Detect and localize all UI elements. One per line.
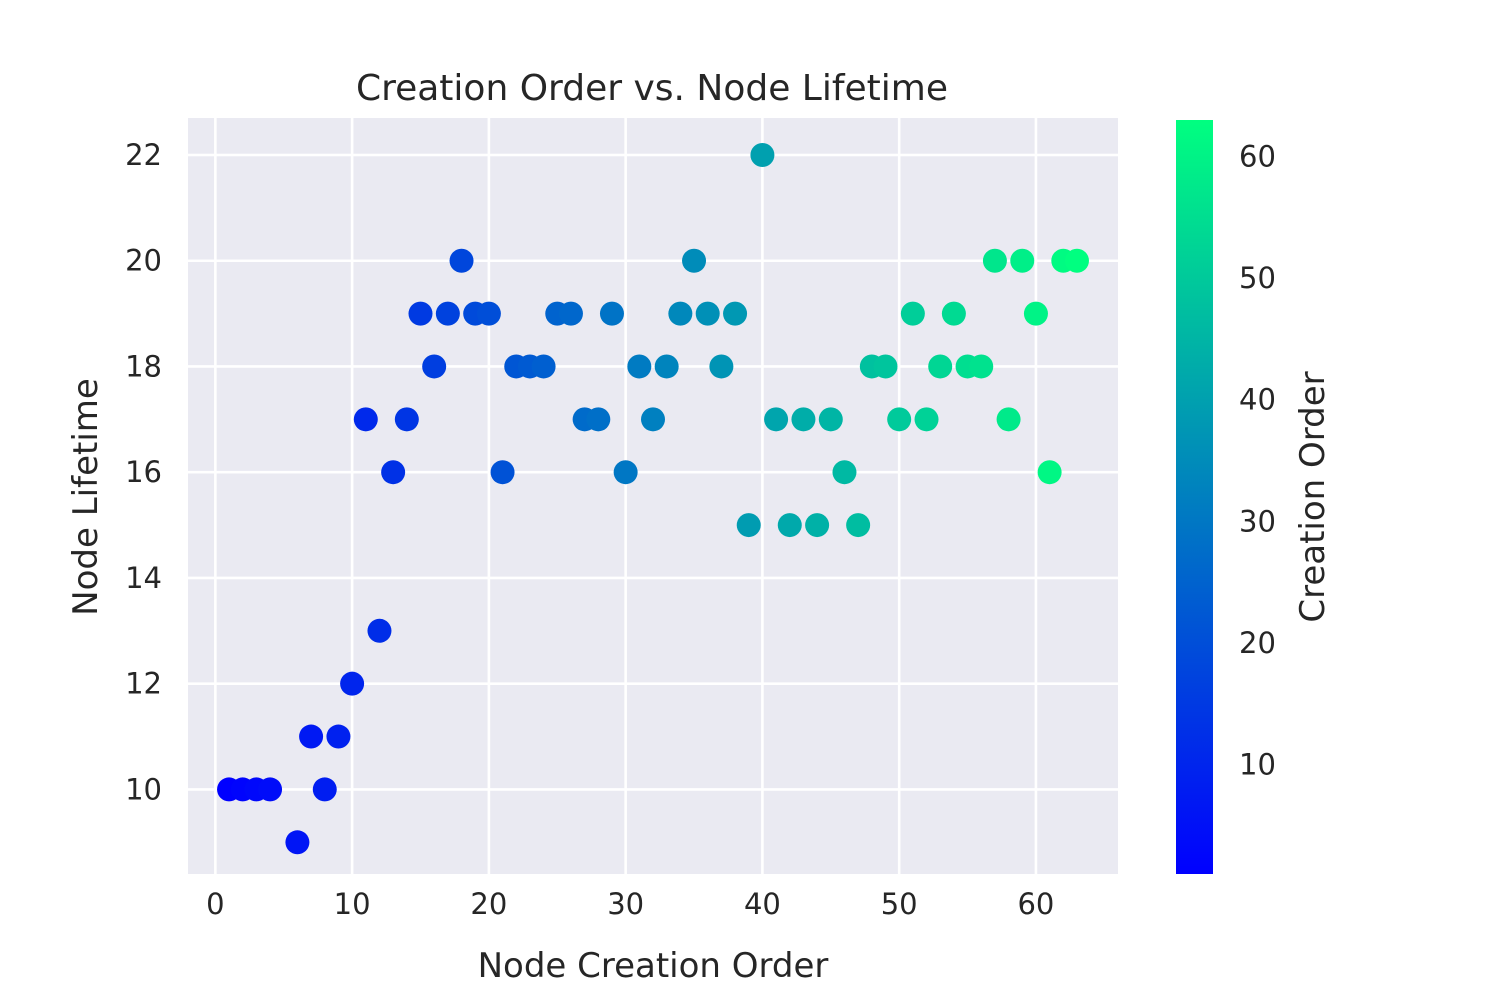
colorbar bbox=[1176, 120, 1213, 874]
data-point bbox=[1064, 248, 1089, 273]
data-point bbox=[969, 354, 994, 379]
data-point bbox=[299, 724, 324, 749]
x-tick-label: 10 bbox=[334, 887, 371, 921]
data-point bbox=[982, 248, 1007, 273]
data-point bbox=[1023, 301, 1048, 326]
y-tick-label: 20 bbox=[125, 244, 162, 278]
y-tick-label: 16 bbox=[125, 455, 162, 489]
colorbar-tick-label: 30 bbox=[1239, 504, 1276, 538]
data-point bbox=[408, 301, 433, 326]
x-tick-label: 50 bbox=[881, 887, 918, 921]
colorbar-tick-label: 10 bbox=[1239, 748, 1276, 782]
data-point bbox=[340, 671, 365, 696]
colorbar-tick-label: 20 bbox=[1239, 626, 1276, 660]
data-point bbox=[476, 301, 501, 326]
y-tick-label: 18 bbox=[125, 349, 162, 383]
data-point bbox=[832, 460, 857, 485]
data-point bbox=[736, 513, 761, 538]
x-tick-label: 60 bbox=[1017, 887, 1054, 921]
y-axis-ticks: 10 12 14 16 18 20 22 bbox=[125, 138, 162, 806]
data-point bbox=[654, 354, 679, 379]
data-point bbox=[613, 460, 638, 485]
plot-area bbox=[188, 118, 1118, 874]
data-point bbox=[1010, 248, 1035, 273]
data-point bbox=[900, 301, 925, 326]
data-point bbox=[996, 407, 1021, 432]
data-point bbox=[449, 248, 474, 273]
data-point bbox=[422, 354, 447, 379]
colorbar-tick-label: 60 bbox=[1239, 139, 1276, 173]
data-point bbox=[846, 513, 871, 538]
data-point bbox=[490, 460, 515, 485]
data-point bbox=[531, 354, 556, 379]
data-point bbox=[558, 301, 583, 326]
y-tick-label: 14 bbox=[125, 561, 162, 595]
data-point bbox=[791, 407, 816, 432]
x-tick-label: 40 bbox=[744, 887, 781, 921]
x-axis-ticks: 0 10 20 30 40 50 60 bbox=[206, 887, 1054, 921]
data-point bbox=[627, 354, 652, 379]
data-point bbox=[818, 407, 843, 432]
data-point bbox=[914, 407, 939, 432]
data-point bbox=[435, 301, 460, 326]
data-point bbox=[709, 354, 734, 379]
x-tick-label: 20 bbox=[470, 887, 507, 921]
y-tick-label: 22 bbox=[125, 138, 162, 172]
data-point bbox=[641, 407, 665, 432]
data-point bbox=[777, 513, 802, 538]
colorbar-tick-label: 40 bbox=[1239, 383, 1276, 417]
colorbar-tick-label: 50 bbox=[1239, 261, 1276, 295]
colorbar-ticks: 10 20 30 40 50 60 bbox=[1239, 139, 1276, 781]
y-tick-label: 12 bbox=[125, 667, 162, 701]
chart-title: Creation Order vs. Node Lifetime bbox=[356, 68, 948, 109]
data-points bbox=[217, 143, 1089, 855]
data-point bbox=[381, 460, 406, 485]
colorbar-label: Creation Order bbox=[1293, 371, 1333, 622]
data-point bbox=[805, 513, 830, 538]
data-point bbox=[695, 301, 720, 326]
data-point bbox=[599, 301, 624, 326]
data-point bbox=[887, 407, 912, 432]
grid-lines bbox=[188, 118, 1118, 874]
x-tick-label: 30 bbox=[607, 887, 644, 921]
data-point bbox=[353, 407, 378, 432]
data-point bbox=[873, 354, 898, 379]
data-point bbox=[285, 830, 310, 855]
y-axis-label: Node Lifetime bbox=[66, 378, 106, 616]
data-point bbox=[312, 777, 337, 802]
data-point bbox=[764, 407, 789, 432]
data-point bbox=[1037, 460, 1062, 485]
x-tick-label: 0 bbox=[206, 887, 224, 921]
data-point bbox=[941, 301, 966, 326]
data-point bbox=[258, 777, 283, 802]
data-point bbox=[326, 724, 351, 749]
data-point bbox=[723, 301, 748, 326]
data-point bbox=[682, 248, 707, 273]
data-point bbox=[586, 407, 611, 432]
data-point bbox=[394, 407, 419, 432]
x-axis-label: Node Creation Order bbox=[478, 946, 829, 986]
data-point bbox=[928, 354, 953, 379]
data-point bbox=[668, 301, 693, 326]
y-tick-label: 10 bbox=[125, 772, 162, 806]
data-point bbox=[750, 143, 775, 168]
data-point bbox=[367, 618, 392, 643]
